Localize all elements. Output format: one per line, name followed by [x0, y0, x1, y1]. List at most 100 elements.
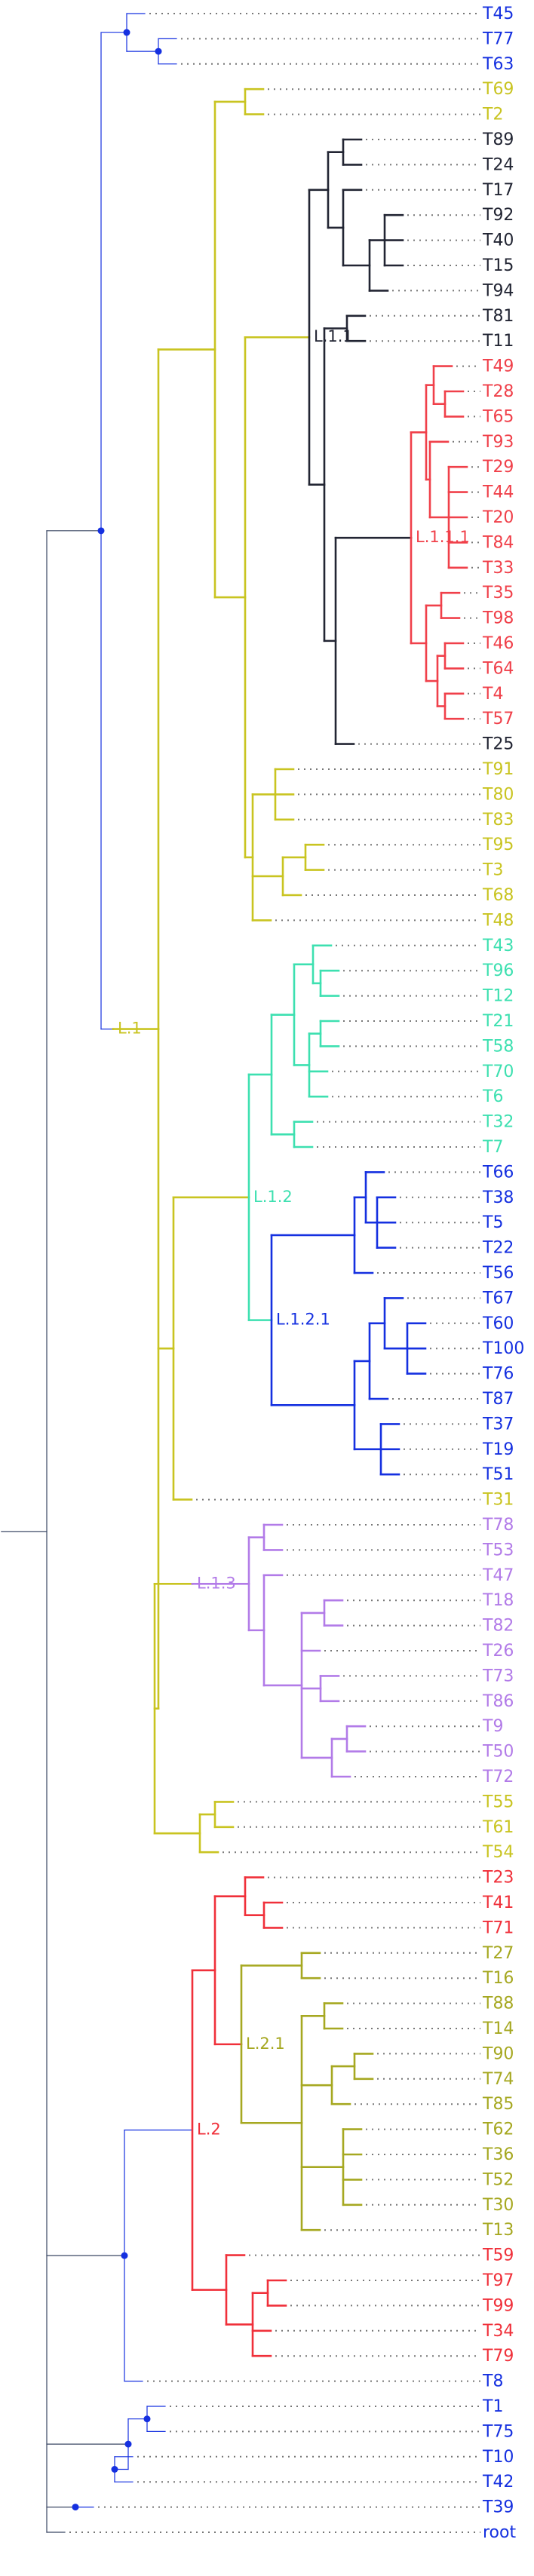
leaf-label: T66: [482, 1163, 514, 1182]
leaf-label: T80: [482, 785, 514, 804]
leaf-label: T90: [482, 2044, 514, 2063]
leaf-label: T33: [482, 559, 514, 578]
leaf-label: T82: [482, 1617, 514, 1636]
tree-node-dot: [124, 2440, 132, 2448]
leaf-label: T16: [482, 1969, 514, 1988]
leaf-label: T81: [482, 307, 514, 326]
leaf-label: T34: [482, 2322, 514, 2341]
leaf-label: T10: [482, 2448, 514, 2467]
leaf-label: root: [483, 2523, 516, 2542]
leaf-label: T41: [482, 1894, 514, 1912]
leaf-label: T62: [482, 2121, 514, 2139]
clade-label-l21: L.2.1: [246, 2035, 285, 2053]
leaf-label: T19: [482, 1440, 514, 1459]
leaf-label: T39: [482, 2498, 514, 2517]
leaf-label: T63: [482, 55, 514, 74]
leaf-label: T94: [482, 281, 514, 300]
clade-labels: L.1.1.1 L.1.1 L.1.2.1 L.1.2 L.1.3 L.1 L.2.1 L.2: [118, 327, 470, 2138]
leaf-label: T30: [482, 2196, 514, 2215]
leaf-label: T51: [482, 1465, 514, 1484]
leaf-label: T27: [482, 1944, 514, 1963]
tree-node-dot: [111, 2466, 118, 2473]
leaf-label: T35: [482, 584, 514, 603]
leaf-label: T49: [482, 357, 514, 376]
tree-node-dot: [72, 2504, 79, 2511]
leaf-label: T45: [482, 5, 514, 23]
leaf-label: T40: [482, 232, 514, 250]
leaf-label: T37: [482, 1415, 514, 1434]
leaf-label: T31: [482, 1491, 514, 1510]
leaf-label: T44: [482, 483, 514, 502]
leaf-label: T78: [482, 1516, 514, 1535]
clade-label-l111: L.1.1.1: [416, 528, 470, 546]
leaf-label: T12: [482, 987, 514, 1006]
leaf-label: T20: [482, 508, 514, 527]
leaf-label: T38: [482, 1188, 514, 1207]
leaf-label: T7: [482, 1138, 503, 1157]
clade-label-l11: L.1.1: [314, 327, 353, 345]
leaf-label: T85: [482, 2095, 514, 2114]
leaf-label: T77: [482, 29, 514, 48]
leaf-label: T99: [482, 2296, 514, 2315]
leaf-label: T26: [482, 1642, 514, 1661]
tree-node-dot: [123, 29, 130, 36]
leaf-label: T65: [482, 407, 514, 426]
leaf-label: T47: [482, 1566, 514, 1585]
leaf-label: T57: [482, 710, 514, 728]
leaf-label: T61: [482, 1818, 514, 1837]
leaf-label: T56: [482, 1264, 514, 1283]
leaf-label: T59: [482, 2246, 514, 2265]
tree-node-dot: [121, 2252, 128, 2259]
leaf-label: T100: [482, 1339, 524, 1358]
leaf-label: T4: [482, 685, 503, 704]
leaf-label: T18: [482, 1591, 514, 1610]
leaf-label: T13: [482, 2221, 514, 2240]
leaf-label: T1: [482, 2397, 503, 2416]
leaf-label: T76: [482, 1365, 514, 1384]
leaf-label: T50: [482, 1743, 514, 1762]
leaf-label: T8: [482, 2372, 503, 2391]
leaf-label: T32: [482, 1113, 514, 1132]
leaf-label: T69: [482, 80, 514, 99]
leaf-label: T22: [482, 1239, 514, 1258]
leaf-label: T95: [482, 836, 514, 854]
leaf-label: T88: [482, 1995, 514, 2013]
leaf-label: T72: [482, 1768, 514, 1786]
leaf-label: T75: [482, 2422, 514, 2441]
leaf-label: T68: [482, 886, 514, 905]
leaf-label: T64: [482, 659, 514, 678]
leaf-label: T42: [482, 2473, 514, 2492]
tree-nodes: [72, 29, 162, 2511]
leaf-label: T17: [482, 181, 514, 200]
clade-label-l12: L.1.2: [253, 1188, 293, 1206]
leaf-label: T14: [482, 2019, 514, 2038]
leaf-label: T48: [482, 911, 514, 930]
leaf-label: T52: [482, 2170, 514, 2189]
leaf-label: T96: [482, 961, 514, 980]
leaf-label: T21: [482, 1012, 514, 1031]
leaf-label: T74: [482, 2070, 514, 2089]
leaf-label: T79: [482, 2347, 514, 2366]
leaf-label: T36: [482, 2145, 514, 2164]
tree-leaves: T45 T77 T63 T69 T2 T89 T24 T17 T92 T40 T15 T94 T81 T1…: [69, 5, 524, 2542]
leaf-label: T91: [482, 760, 514, 779]
leaf-label: T71: [482, 1918, 514, 1937]
leaf-label: T92: [482, 206, 514, 225]
leaf-label: T29: [482, 458, 514, 477]
leaf-label: T24: [482, 155, 514, 174]
leaf-label: T84: [482, 533, 514, 552]
leaf-label: T67: [482, 1289, 514, 1308]
leaf-label: T11: [482, 332, 514, 351]
clade-label-l: L.1: [118, 1020, 142, 1038]
leaf-label: T2: [482, 106, 503, 124]
tree-node-dot: [97, 527, 105, 535]
leaf-label: T46: [482, 634, 514, 653]
leaf-label: T83: [482, 811, 514, 830]
leaf-label: T9: [482, 1717, 503, 1736]
leaf-label: T87: [482, 1390, 514, 1409]
leaf-label: T5: [482, 1213, 503, 1232]
leaf-label: T55: [482, 1792, 514, 1811]
leaf-label: T25: [482, 735, 514, 754]
tree-node-dot: [155, 48, 162, 55]
leaf-label: T58: [482, 1037, 514, 1056]
